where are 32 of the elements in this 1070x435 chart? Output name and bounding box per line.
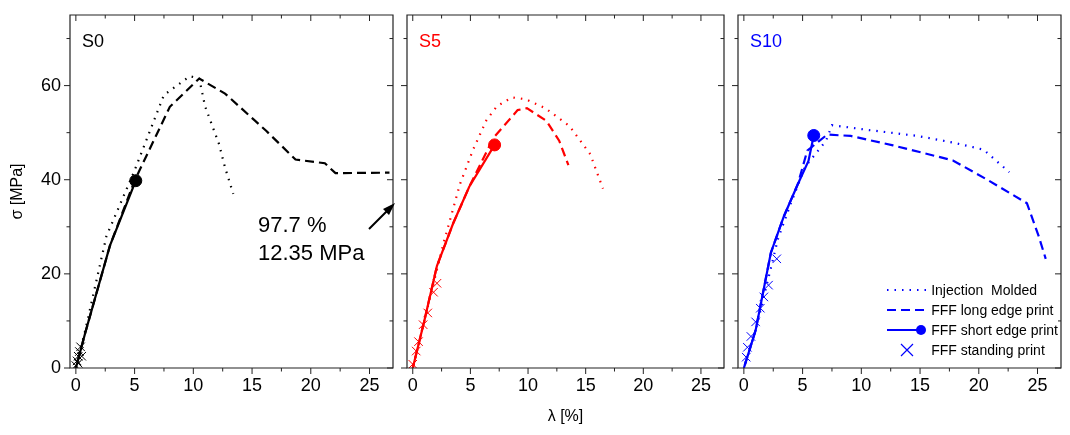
x-tick-label: 15 [575,374,596,395]
text: S5 [419,30,442,51]
x-tick-label: 0 [407,374,418,395]
text: S0 [82,30,105,51]
x-tick-label: 25 [1027,374,1048,395]
y-tick-label: 0 [50,356,61,377]
x-tick-label: 5 [465,374,476,395]
x-tick-label: 0 [70,374,81,395]
x-tick-label: 20 [633,374,654,395]
legend-label: FFF short edge print [931,321,1058,340]
y-axis-title: σ [MPa] [8,163,26,220]
x-tick-label: 10 [851,374,872,395]
x-tick-label: 10 [518,374,539,395]
x-tick-label: 5 [797,374,808,395]
y-tick-label: 20 [40,262,61,283]
x-tick-label: 20 [300,374,321,395]
x-tick-label: 15 [910,374,931,395]
x-tick-label: 20 [968,374,989,395]
x-tick-label: 5 [129,374,140,395]
x-tick-label: 25 [359,374,380,395]
y-tick-label: 60 [40,74,61,95]
text: S10 [750,30,783,51]
legend-label: Injection Molded [931,281,1038,300]
annotation: 97.7 % 12.35 MPa [258,212,366,266]
y-tick-label: 40 [40,168,61,189]
x-tick-label: 15 [242,374,263,395]
x-tick-label: 10 [183,374,204,395]
x-axis-title: λ [%] [547,406,584,424]
legend-label: FFF long edge print [931,301,1054,320]
x-tick-label: 0 [738,374,749,395]
legend-label: FFF standing print [931,341,1045,360]
x-tick-label: 25 [690,374,711,395]
